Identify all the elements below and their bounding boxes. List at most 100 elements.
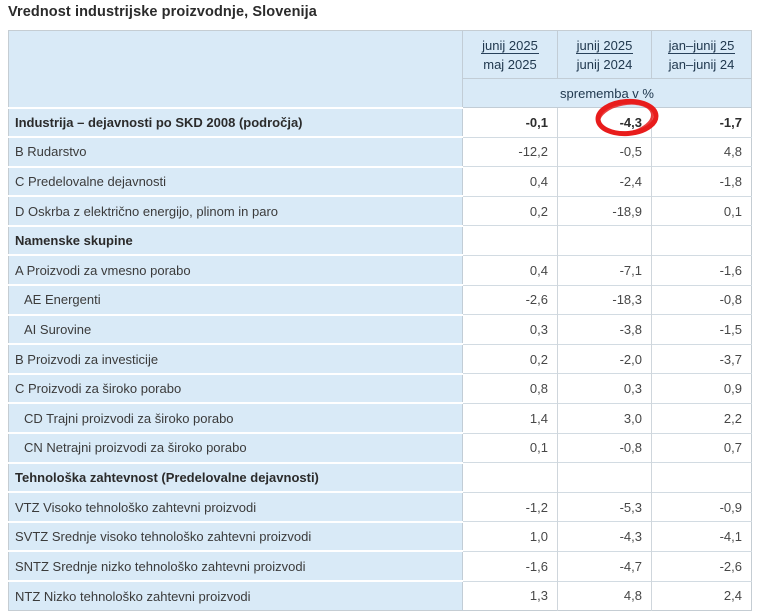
value-cell: -7,1 [557, 254, 652, 286]
value-cell: 1,3 [462, 580, 558, 611]
table-row: B Rudarstvo -12,2 -0,5 4,8 [8, 136, 752, 167]
value-cell: 0,3 [557, 373, 652, 404]
column-header-1: junij 2025 maj 2025 [462, 30, 558, 79]
row-label: CN Netrajni proizvodi za široko porabo [8, 432, 463, 463]
table-header: junij 2025 maj 2025 junij 2025 junij 202… [8, 30, 752, 108]
value-cell: 0,9 [651, 373, 752, 404]
value-cell: 0,1 [462, 432, 558, 463]
value-cell [651, 462, 752, 493]
row-label: Tehnološka zahtevnost (Predelovalne deja… [8, 461, 463, 493]
column-header-denominator: junij 2024 [576, 56, 633, 72]
row-label: AE Energenti [8, 284, 463, 315]
value-cell: 3,0 [557, 402, 652, 434]
value-cell: 0,1 [651, 195, 752, 226]
table-row: SVTZ Srednje visoko tehnološko zahtevni … [8, 520, 752, 552]
value-cell: -2,6 [462, 284, 558, 315]
row-label: AI Surovine [8, 313, 463, 345]
value-cell: -4,3 [557, 107, 652, 138]
table-row: C Proizvodi za široko porabo 0,8 0,3 0,9 [8, 372, 752, 404]
row-label: B Rudarstvo [8, 136, 463, 167]
value-cell: 0,7 [651, 432, 752, 463]
unit-header: sprememba v % [462, 78, 752, 108]
row-label: D Oskrba z električno energijo, plinom i… [8, 195, 463, 226]
value-cell: -1,6 [651, 254, 752, 286]
value-cell: -5,3 [557, 491, 652, 522]
value-cell: -4,1 [651, 521, 752, 552]
value-cell: -4,7 [557, 550, 652, 581]
table-row: B Proizvodi za investicije 0,2 -2,0 -3,7 [8, 343, 752, 374]
value-cell: -4,3 [557, 521, 652, 552]
column-header-denominator: jan–junij 24 [668, 56, 735, 72]
table-row: CD Trajni proizvodi za široko porabo 1,4 3… [8, 402, 752, 434]
column-header-numerator: jan–junij 25 [667, 37, 736, 54]
row-label: A Proizvodi za vmesno porabo [8, 254, 463, 286]
value-cell: 0,2 [462, 343, 558, 374]
row-label: Industrija – dejavnosti po SKD 2008 (pod… [8, 106, 463, 138]
row-label: SVTZ Srednje visoko tehnološko zahtevni … [8, 520, 463, 552]
stub-header-cell [8, 30, 463, 108]
value-cell: 1,0 [462, 521, 558, 552]
column-header-3: jan–junij 25 jan–junij 24 [651, 30, 752, 79]
column-header-2: junij 2025 junij 2024 [557, 30, 652, 79]
value-cell: -0,9 [651, 491, 752, 522]
table-row: AI Surovine 0,3 -3,8 -1,5 [8, 313, 752, 345]
row-label: B Proizvodi za investicije [8, 343, 463, 374]
value-cell [462, 225, 558, 256]
column-header-numerator: junij 2025 [481, 37, 539, 54]
table-row: VTZ Visoko tehnološko zahtevni proizvodi… [8, 491, 752, 522]
statistics-table: junij 2025 maj 2025 junij 2025 junij 202… [8, 30, 752, 612]
table-row: CN Netrajni proizvodi za široko porabo 0,… [8, 432, 752, 463]
value-cell: -3,8 [557, 314, 652, 345]
value-cell: -0,1 [462, 107, 558, 138]
column-header-denominator: maj 2025 [483, 56, 537, 72]
value-cell: -2,0 [557, 343, 652, 374]
value-cell: 0,2 [462, 195, 558, 226]
table-body: Industrija – dejavnosti po SKD 2008 (pod… [8, 106, 752, 611]
value-cell: 1,4 [462, 402, 558, 434]
value-cell: -1,8 [651, 166, 752, 197]
value-cell [651, 225, 752, 256]
row-label: VTZ Visoko tehnološko zahtevni proizvodi [8, 491, 463, 522]
row-label: C Predelovalne dejavnosti [8, 165, 463, 197]
value-cell: -18,9 [557, 195, 652, 226]
value-cell: 0,4 [462, 166, 558, 197]
value-cell: 0,4 [462, 254, 558, 286]
value-cell: -1,2 [462, 491, 558, 522]
table-row: C Predelovalne dejavnosti 0,4 -2,4 -1,8 [8, 165, 752, 197]
value-cell: -1,7 [651, 107, 752, 138]
value-cell: 0,3 [462, 314, 558, 345]
table-row: A Proizvodi za vmesno porabo 0,4 -7,1 -1,6 [8, 254, 752, 286]
value-cell: -2,6 [651, 550, 752, 581]
value-cell: -2,4 [557, 166, 652, 197]
value-cell: 4,8 [651, 136, 752, 167]
row-label: Namenske skupine [8, 224, 463, 256]
page-title: Vrednost industrijske proizvodnje, Slove… [8, 4, 317, 20]
table-row: Tehnološka zahtevnost (Predelovalne deja… [8, 461, 752, 493]
value-cell: -18,3 [557, 284, 652, 315]
row-label: SNTZ Srednje nizko tehnološko zahtevni p… [8, 550, 463, 581]
value-cell: -0,5 [557, 136, 652, 167]
value-cell: -0,8 [557, 432, 652, 463]
value-cell: 0,8 [462, 373, 558, 404]
table-row: Industrija – dejavnosti po SKD 2008 (pod… [8, 106, 752, 138]
table-row: Namenske skupine [8, 224, 752, 256]
value-cell: 4,8 [557, 580, 652, 611]
value-cell: -3,7 [651, 343, 752, 374]
value-cell [557, 225, 652, 256]
row-label: NTZ Nizko tehnološko zahtevni proizvodi [8, 580, 463, 611]
table-row: AE Energenti -2,6 -18,3 -0,8 [8, 284, 752, 315]
row-label: CD Trajni proizvodi za široko porabo [8, 402, 463, 434]
value-cell: 2,2 [651, 402, 752, 434]
value-cell: -12,2 [462, 136, 558, 167]
table-row: D Oskrba z električno energijo, plinom i… [8, 195, 752, 226]
value-cell: -0,8 [651, 284, 752, 315]
value-cell: -1,5 [651, 314, 752, 345]
table-row: SNTZ Srednje nizko tehnološko zahtevni p… [8, 550, 752, 581]
value-cell: -1,6 [462, 550, 558, 581]
value-cell [557, 462, 652, 493]
column-header-numerator: junij 2025 [575, 37, 634, 54]
value-cell: 2,4 [651, 580, 752, 611]
row-label: C Proizvodi za široko porabo [8, 372, 463, 404]
value-cell [462, 462, 558, 493]
